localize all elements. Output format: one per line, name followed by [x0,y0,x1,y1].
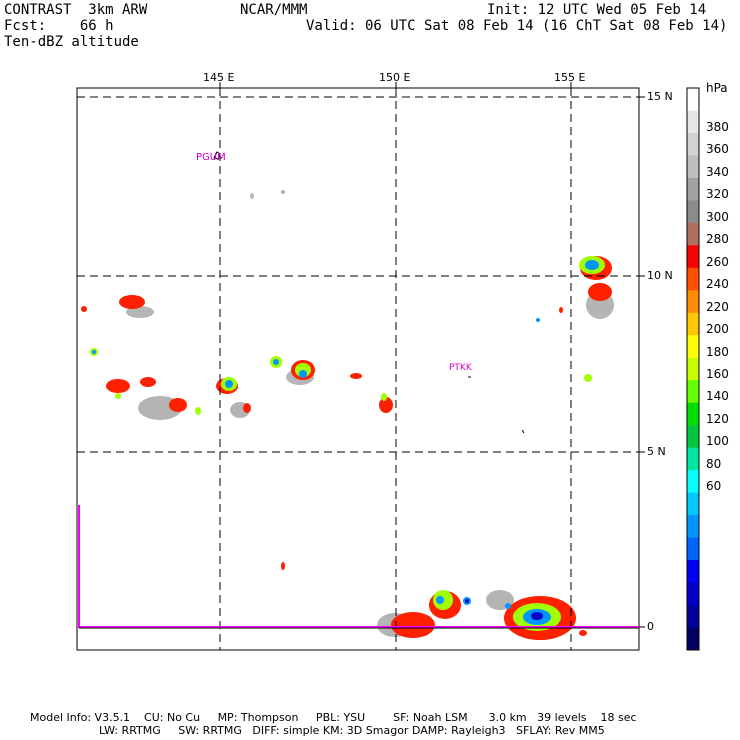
colorbar-swatch [687,470,699,494]
colorbar-swatch [687,267,699,291]
model-title: CONTRAST 3km ARW [4,2,148,18]
forecast-hour: Fcst: 66 h [4,18,114,34]
valid-time: Valid: 06 UTC Sat 08 Feb 14 (16 ChT Sat … [306,18,728,34]
lat-label-10n: 10 N [647,269,673,282]
colorbar-swatch [687,110,699,134]
colorbar-swatch [687,200,699,224]
colorbar-swatch [687,312,699,336]
center-name: NCAR/MMM [240,2,308,18]
colorbar-label: 380 [706,119,729,134]
guam-island [213,151,221,160]
colorbar-swatch [687,627,699,651]
colorbar-label: 360 [706,142,729,157]
colorbar-label: 100 [706,434,729,449]
lat-label-0: 0 [647,620,654,633]
colorbar-label: 180 [706,344,729,359]
colorbar-label: 220 [706,299,729,314]
colorbar-swatch [687,425,699,449]
colorbar-swatch [687,155,699,179]
station-pgum: PGUM [196,152,226,163]
colorbar-label: 280 [706,232,729,247]
map-plot [76,82,700,651]
station-ptkk: PTKK [449,363,472,373]
colorbar-swatch [687,177,699,201]
colorbar-label: 140 [706,389,729,404]
colorbar-label: 120 [706,411,729,426]
lat-label-15n: 15 N [647,90,673,103]
colorbar-swatch [687,335,699,359]
colorbar-label: 200 [706,322,729,337]
model-info-line1: Model Info: V3.5.1 CU: No Cu MP: Thompso… [30,711,637,724]
colorbar-label: 260 [706,254,729,269]
colorbar-swatch [687,132,699,156]
colorbar-swatch [687,605,699,629]
colorbar-swatch [687,88,699,111]
colorbar-swatch [687,402,699,426]
colorbar-label: 60 [706,479,722,494]
colorbar-unit: hPa [706,81,728,95]
colorbar-swatch [687,515,699,539]
colorbar-swatch [687,380,699,404]
colorbar-swatch [687,222,699,246]
lat-lon-grid [77,88,639,650]
colorbar-swatch [687,582,699,606]
colorbar-swatch [687,357,699,381]
colorbar-swatch [687,447,699,471]
colorbar [686,87,700,651]
colorbar-swatch [687,492,699,516]
colorbar-label: 340 [706,164,729,179]
colorbar-swatch [687,290,699,314]
lon-label-145: 145 E [203,71,235,84]
lon-label-150: 150 E [379,71,411,84]
colorbar-swatch [687,537,699,561]
domain-boundary [78,505,639,628]
colorbar-swatch [687,560,699,584]
lat-label-5n: 5 N [647,445,666,458]
echo-cells [81,190,614,640]
colorbar-label: 80 [706,456,722,471]
colorbar-frame [686,87,700,651]
colorbar-label: 160 [706,367,729,381]
colorbar-label: 320 [706,187,729,202]
lon-label-155: 155 E [554,71,586,84]
field-name: Ten-dBZ altitude [4,34,139,50]
init-time: Init: 12 UTC Wed 05 Feb 14 [487,2,707,18]
model-info-line2: LW: RRTMG SW: RRTMG DIFF: simple KM: 3D … [99,724,605,737]
colorbar-label: 240 [706,277,729,292]
colorbar-swatch [687,245,699,269]
map-frame [76,87,640,651]
colorbar-label: 300 [706,209,729,224]
